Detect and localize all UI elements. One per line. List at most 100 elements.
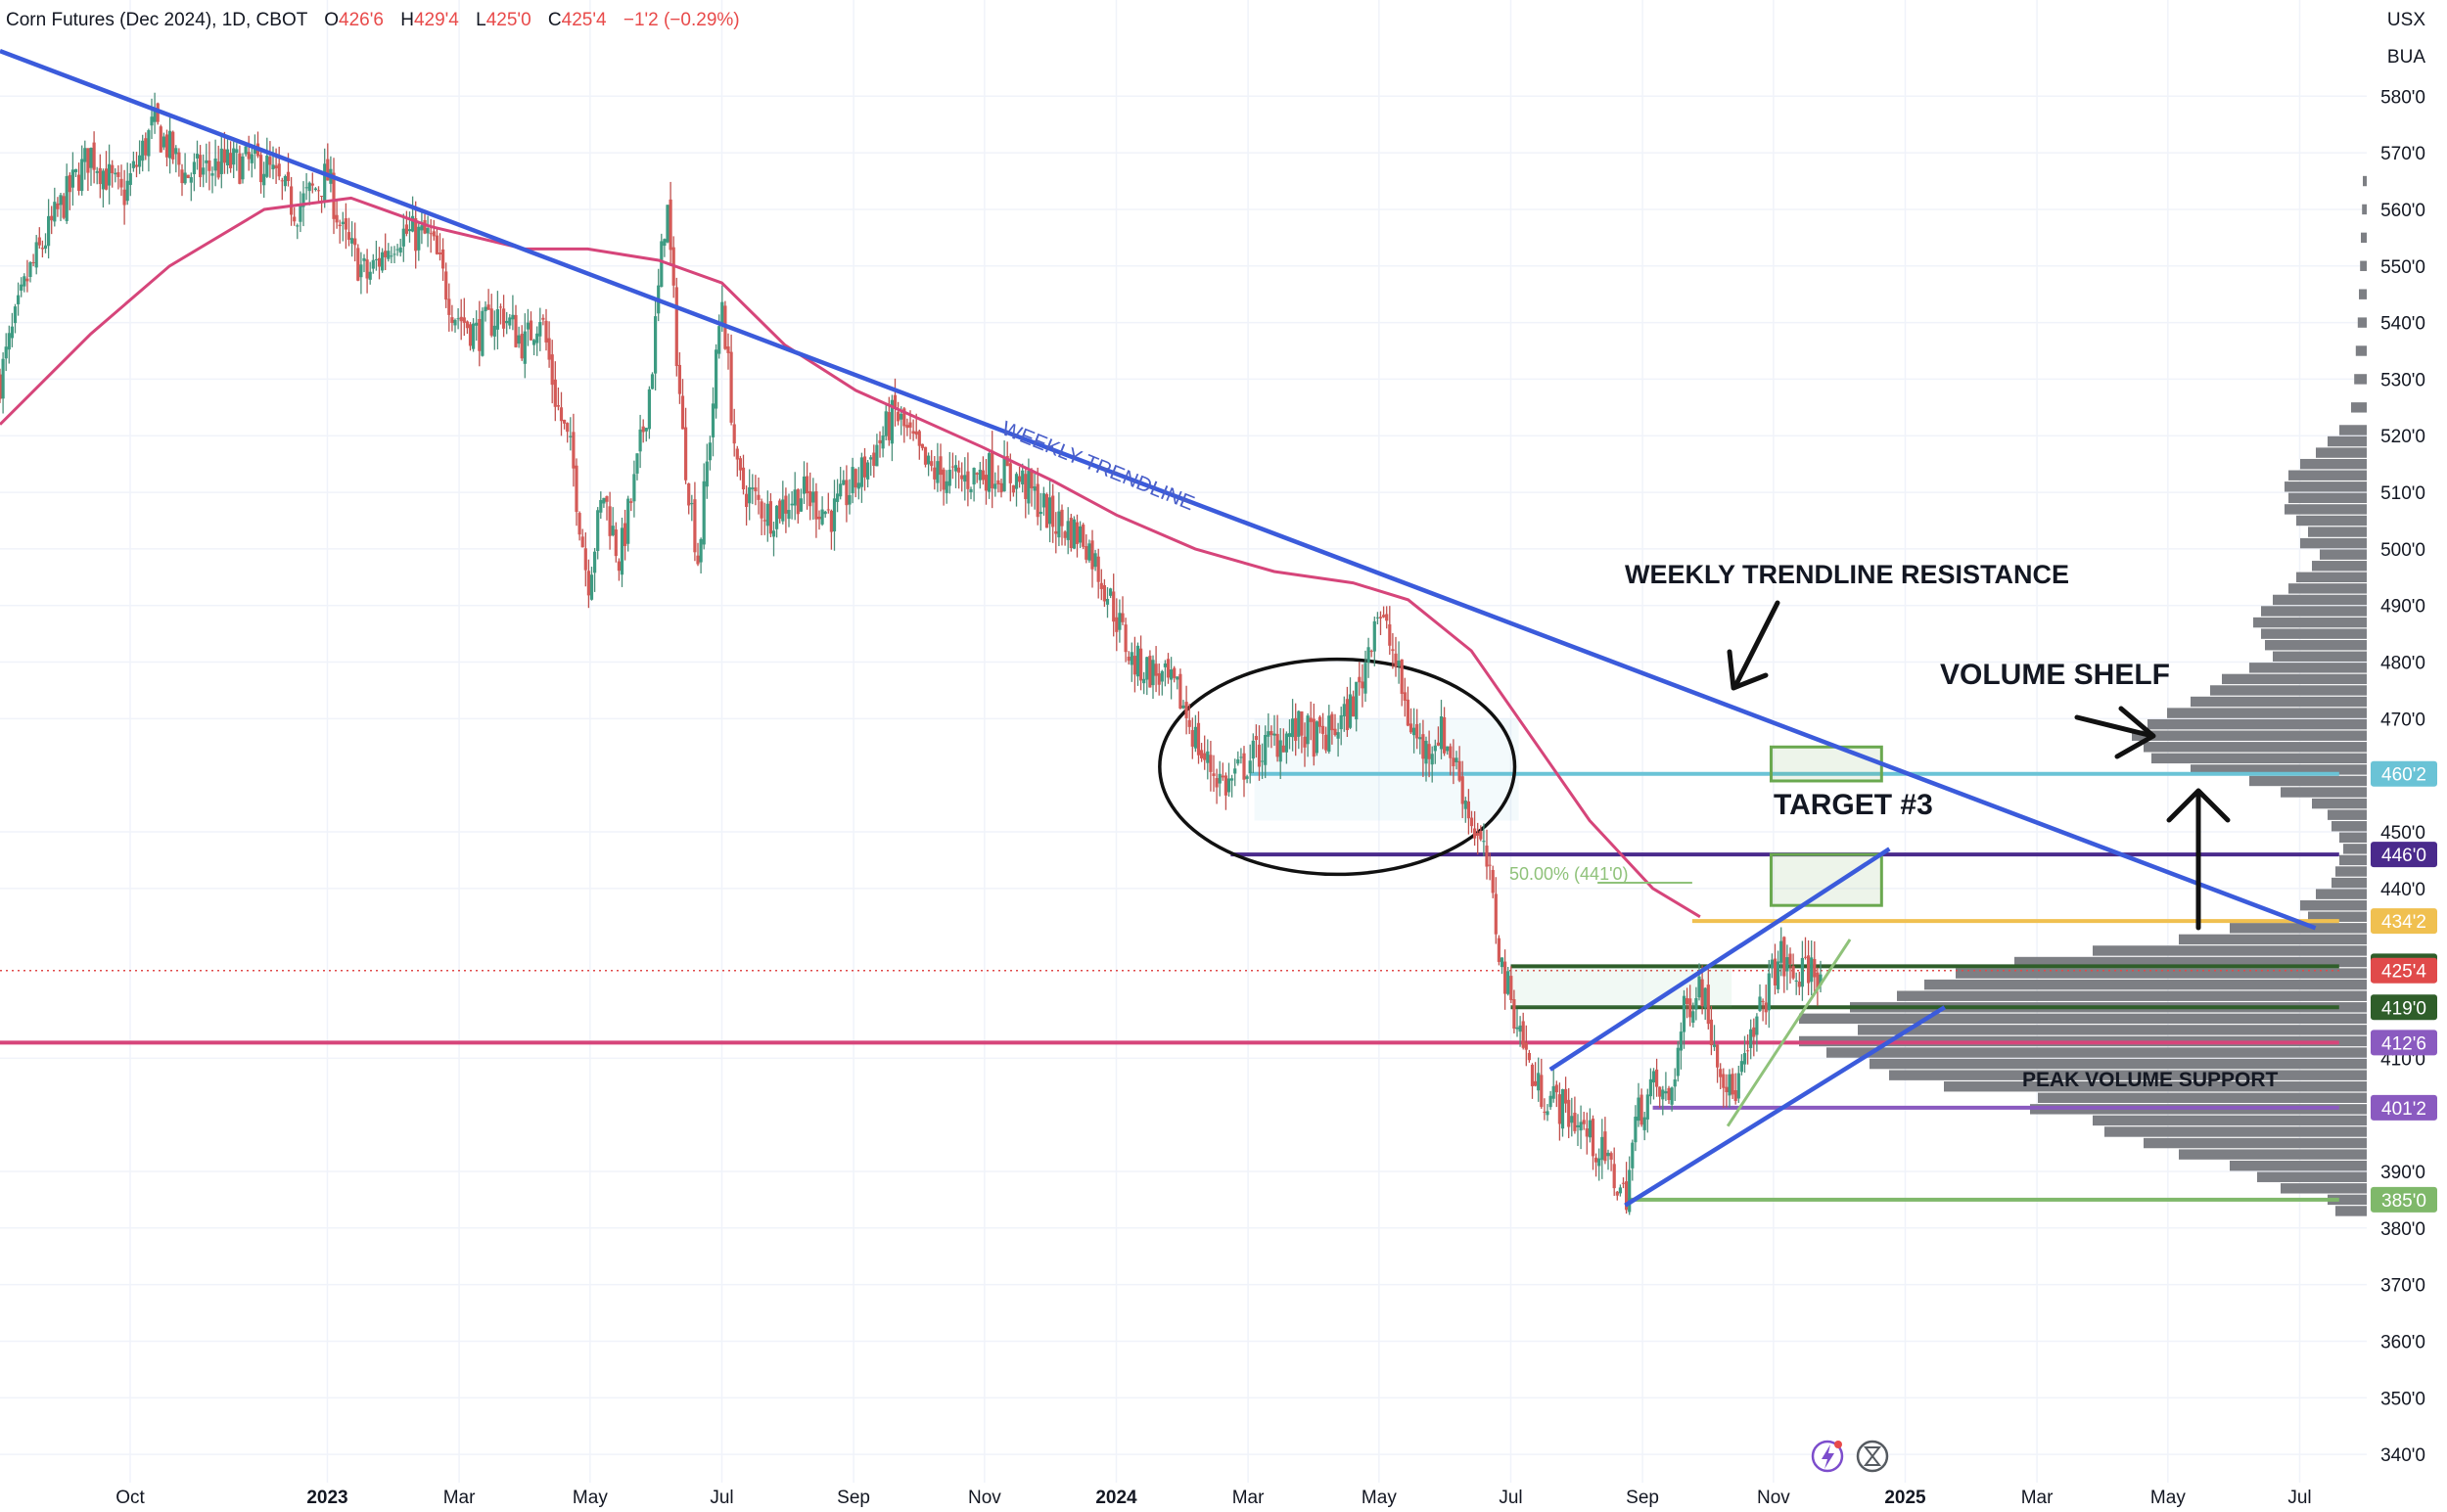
candle-body <box>1345 699 1349 731</box>
candle-body <box>1603 1131 1607 1162</box>
candle-body <box>820 509 824 525</box>
candle-body <box>1421 734 1425 759</box>
candle-body <box>1631 1142 1635 1168</box>
candle-body <box>1135 645 1140 677</box>
candle-body <box>1546 1111 1549 1116</box>
candle-body <box>1358 676 1362 683</box>
candle-body <box>192 161 196 175</box>
volume-bar <box>2191 764 2367 775</box>
candle-body <box>1148 656 1152 688</box>
candle-body <box>489 308 493 336</box>
ohlc-change: −1'2 (−0.29%) <box>623 10 740 30</box>
candle-body <box>1594 1157 1598 1163</box>
candle-body <box>1278 740 1282 762</box>
candle-body <box>1317 716 1322 727</box>
candle-body <box>771 530 776 537</box>
candle-body <box>939 456 943 476</box>
candle-body <box>897 411 900 422</box>
y-tick-label: 510'0 <box>2380 483 2425 504</box>
volume-bar <box>2222 673 2367 685</box>
candle-body <box>195 154 200 159</box>
candle-body <box>1008 463 1012 483</box>
candle-body <box>1041 493 1045 508</box>
candle-body <box>144 138 148 156</box>
candle-body <box>526 322 530 330</box>
candle-body <box>784 495 788 514</box>
currency-label[interactable]: USX <box>2387 10 2425 30</box>
unit-label[interactable]: BUA <box>2387 47 2425 68</box>
candle-body <box>4 346 8 359</box>
candle-body <box>991 450 994 489</box>
candle-body <box>1457 760 1461 781</box>
volume-bar <box>2332 821 2367 832</box>
candle-body <box>1109 588 1113 596</box>
candle-body <box>1463 801 1467 809</box>
candle-body <box>1312 718 1316 757</box>
candle-body <box>1642 1117 1646 1130</box>
replay-icon[interactable] <box>1856 1440 1889 1473</box>
candle-body <box>729 351 733 423</box>
candle-body <box>778 500 782 520</box>
candle-body <box>1722 1074 1726 1088</box>
x-tick-label: May <box>2150 1488 2186 1508</box>
candle-body <box>908 422 912 428</box>
candle-body <box>368 271 372 280</box>
candle-body <box>832 498 837 532</box>
candle-body <box>401 228 405 247</box>
candle-body <box>1557 1094 1561 1124</box>
candle-body <box>1027 471 1031 504</box>
candle-body <box>1615 1191 1619 1196</box>
candle-body <box>617 561 621 572</box>
candle-body <box>1215 778 1219 788</box>
y-tick-label: 580'0 <box>2380 87 2425 108</box>
candle-body <box>732 424 736 444</box>
candle-body <box>508 317 512 326</box>
candle-body <box>511 314 515 320</box>
volume-bar <box>2167 708 2367 718</box>
candle-body <box>1355 681 1359 720</box>
candle-body <box>923 446 928 465</box>
candle-body <box>1816 972 1820 989</box>
candle-body <box>1193 726 1197 749</box>
candle-body <box>599 499 603 513</box>
candle-body <box>1170 669 1174 680</box>
candle-body <box>1187 719 1191 727</box>
candle-body <box>754 487 758 492</box>
candle-body <box>644 428 648 432</box>
candle-body <box>942 469 946 490</box>
y-tick-label: 390'0 <box>2380 1163 2425 1183</box>
candle-body <box>1221 775 1224 778</box>
candle-body <box>1813 958 1817 978</box>
candle-body <box>216 161 220 178</box>
candle-body <box>453 319 457 326</box>
candle-body <box>92 142 96 170</box>
candle-body <box>1348 694 1353 728</box>
candle-body <box>1124 624 1128 653</box>
candle-body <box>387 251 391 259</box>
candle-body <box>1 358 5 399</box>
x-tick-label: 2024 <box>1095 1488 1137 1508</box>
candle-body <box>790 503 794 506</box>
candle-body <box>1102 584 1106 602</box>
y-tick-label: 500'0 <box>2380 540 2425 561</box>
candle-body <box>1196 722 1201 756</box>
candle-body <box>1151 660 1155 686</box>
candle-body <box>726 345 730 353</box>
candle-body <box>371 259 375 269</box>
candle-body <box>37 237 41 246</box>
candle-body <box>823 511 827 515</box>
candle-body <box>1115 617 1119 632</box>
volume-bar <box>2288 492 2367 504</box>
candle-body <box>978 469 982 481</box>
candle-body <box>101 170 105 190</box>
volume-bar <box>2104 1126 2367 1137</box>
candle-body <box>1482 841 1486 843</box>
volume-bar <box>2328 1194 2367 1206</box>
candle-body <box>781 499 785 522</box>
lightning-icon[interactable] <box>1811 1440 1844 1473</box>
candle-body <box>168 130 172 159</box>
x-tick-label: 2023 <box>306 1488 347 1508</box>
candle-body <box>1044 493 1049 528</box>
